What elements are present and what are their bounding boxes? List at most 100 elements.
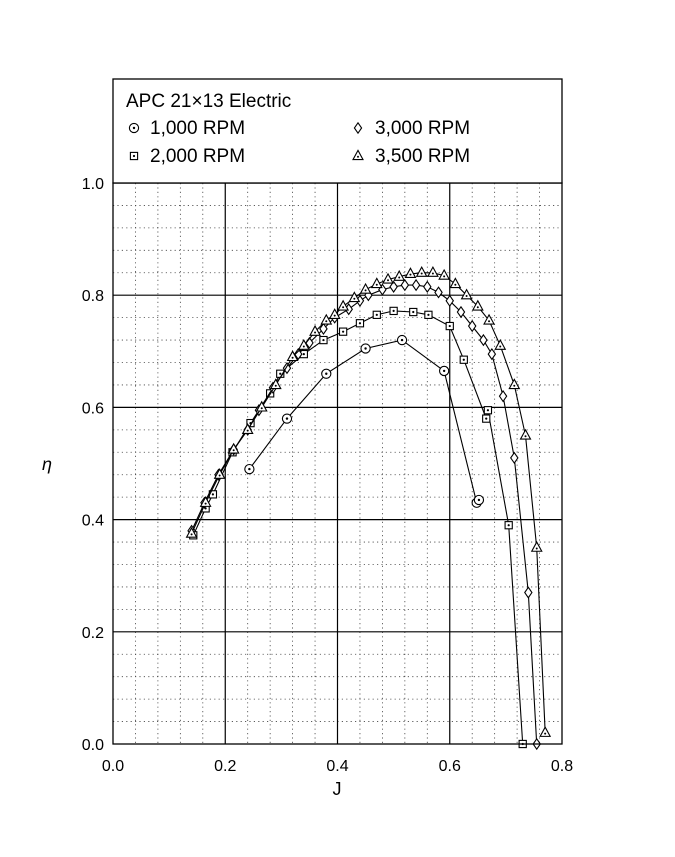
marker-shape <box>227 442 240 454</box>
marker-dot <box>409 273 412 276</box>
data-point <box>524 586 533 599</box>
y-axis-label: η <box>42 454 52 474</box>
marker-dot <box>375 283 378 286</box>
data-point <box>309 324 321 336</box>
data-point <box>348 291 361 303</box>
legend-label: 3,500 RPM <box>375 146 470 167</box>
marker-shape <box>286 350 299 362</box>
marker-shape <box>320 313 333 325</box>
y-tick-label: 0.4 <box>82 513 104 530</box>
data-point <box>293 347 303 361</box>
data-point <box>456 305 466 319</box>
data-point <box>434 286 443 299</box>
marker-dot <box>524 435 527 438</box>
data-point <box>530 540 543 552</box>
legend: APC 21×13 Electric 1,000 RPM 2,000 RPM 3,0… <box>112 78 563 184</box>
legend-entry: 3,000 RPM <box>353 118 470 139</box>
data-point <box>382 272 394 284</box>
data-point <box>269 378 282 390</box>
marker-dot <box>279 372 282 375</box>
data-point <box>321 368 332 379</box>
marker-dot <box>486 409 490 412</box>
marker-dot <box>342 306 345 309</box>
series-2-000-rpm <box>189 306 527 749</box>
data-point <box>411 278 421 292</box>
marker-dot <box>442 369 446 373</box>
marker-dot <box>260 407 263 410</box>
marker-shape <box>411 278 421 292</box>
data-point <box>445 321 454 331</box>
data-point <box>320 313 333 325</box>
data-point <box>467 319 477 333</box>
marker-shape <box>519 428 532 440</box>
marker-shape <box>293 347 303 361</box>
marker-dot <box>454 283 457 286</box>
marker-dot <box>375 313 378 316</box>
marker-dot <box>132 126 136 130</box>
data-point <box>479 333 488 347</box>
marker-shape <box>282 361 292 375</box>
marker-shape <box>352 149 364 161</box>
marker-dot <box>392 309 395 313</box>
marker-dot <box>353 297 356 300</box>
marker-dot <box>513 384 516 387</box>
marker-shape <box>539 726 552 737</box>
data-point <box>199 496 212 507</box>
marker-shape <box>467 319 477 333</box>
data-point <box>185 526 198 538</box>
marker-shape <box>213 467 226 479</box>
marker-shape <box>255 400 268 412</box>
y-tick-label: 0.8 <box>82 288 104 305</box>
data-point <box>415 266 428 277</box>
marker-dot <box>211 493 215 496</box>
marker-shape <box>423 280 432 293</box>
marker-dot <box>431 272 434 275</box>
series-3-500-rpm <box>185 266 552 737</box>
legend-label: 3,000 RPM <box>375 118 470 139</box>
marker-shape <box>456 305 466 319</box>
data-point <box>504 521 513 530</box>
marker-shape <box>199 496 212 507</box>
marker-dot <box>325 372 328 375</box>
marker-shape <box>382 272 394 284</box>
marker-shape <box>337 299 350 311</box>
data-point <box>423 280 432 293</box>
data-point <box>359 282 372 294</box>
marker-shape <box>319 322 328 336</box>
marker-shape <box>404 267 417 279</box>
series-line <box>191 272 546 733</box>
data-point <box>487 347 497 361</box>
data-point <box>438 365 450 377</box>
marker-shape <box>483 313 495 325</box>
marker-dot <box>333 314 336 317</box>
marker-shape <box>359 282 372 294</box>
marker-dot <box>420 272 423 275</box>
legend-entries: 1,000 RPM 2,000 RPM 3,000 RPM 3,500 RPM <box>128 118 470 167</box>
marker-dot <box>535 547 538 550</box>
marker-dot <box>302 345 305 348</box>
marker-shape <box>494 338 507 350</box>
data-point <box>539 726 552 737</box>
marker-dot <box>358 322 362 325</box>
legend-marker <box>129 151 139 161</box>
marker-dot <box>477 498 481 502</box>
data-point <box>494 338 507 350</box>
marker-shape <box>510 451 519 465</box>
marker-dot <box>499 345 502 348</box>
data-point <box>213 467 226 479</box>
marker-dot <box>246 429 249 432</box>
x-tick-label: 0.4 <box>326 758 348 775</box>
marker-dot <box>342 330 345 333</box>
marker-shape <box>393 269 406 281</box>
data-point <box>241 423 254 434</box>
marker-shape <box>530 540 543 552</box>
marker-dot <box>448 324 451 328</box>
data-point <box>389 306 398 316</box>
y-axis-ticks: 0.0 0.2 0.4 0.6 0.8 1.0 <box>82 176 104 754</box>
data-point <box>355 319 365 328</box>
x-tick-label: 0.6 <box>439 758 461 775</box>
marker-dot <box>322 338 325 342</box>
x-tick-label: 0.8 <box>551 758 573 775</box>
marker-dot <box>465 295 468 297</box>
